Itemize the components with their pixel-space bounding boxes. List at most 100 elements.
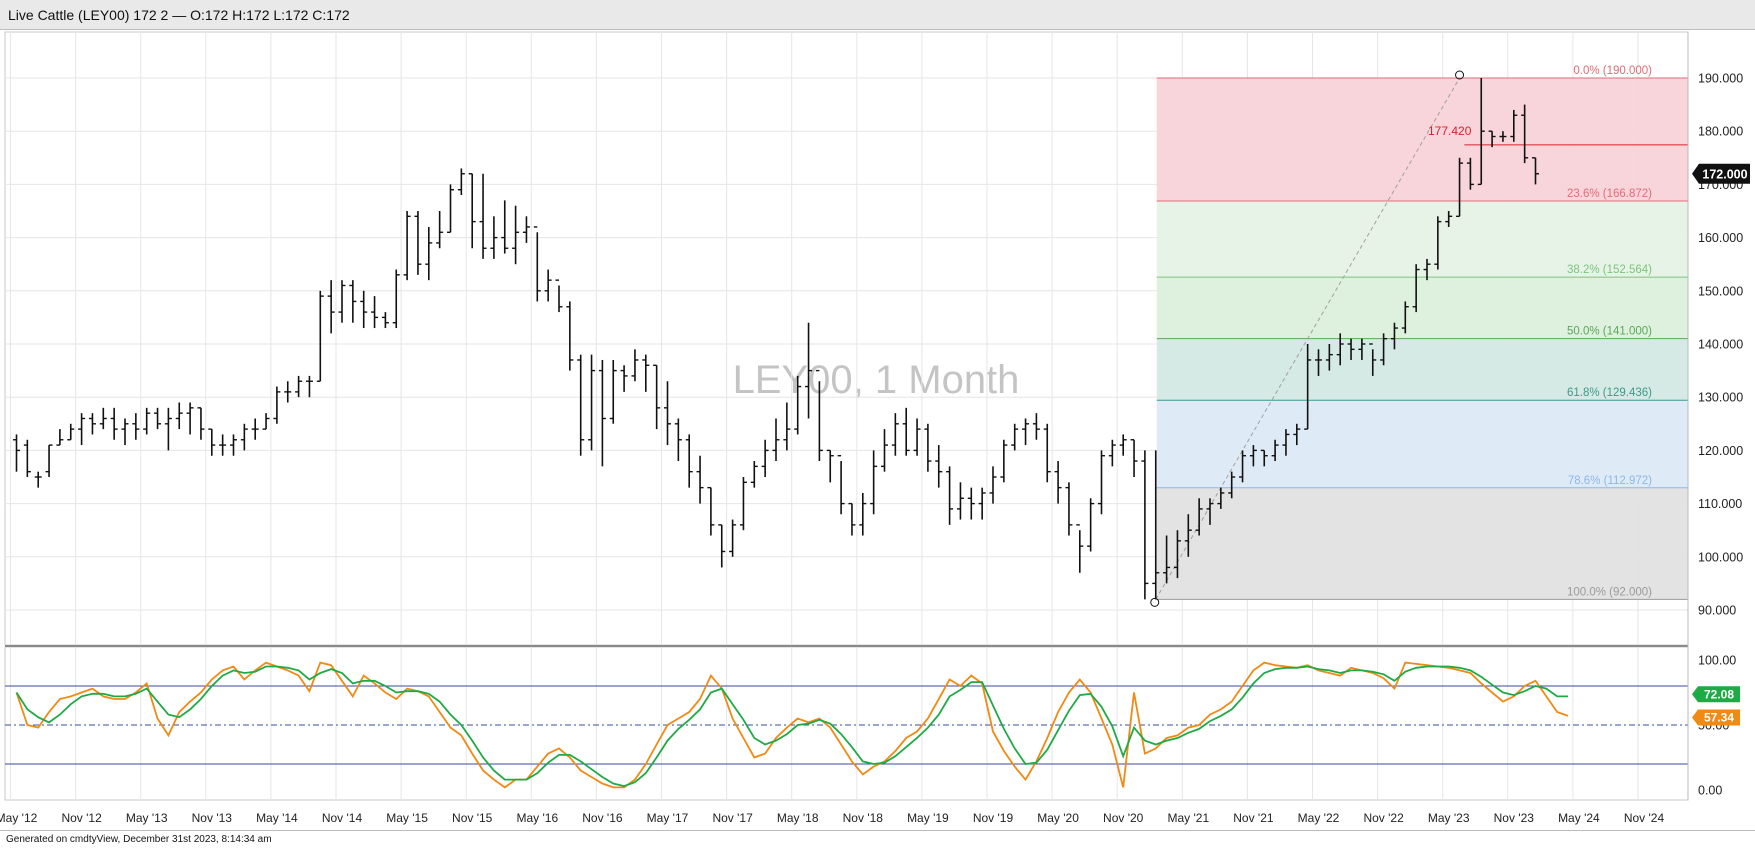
ohlc-bar <box>1358 338 1366 360</box>
ohlc-bar <box>251 418 259 440</box>
ohlc-bar <box>1293 423 1301 446</box>
ohlc-bar <box>848 502 856 536</box>
fibonacci-anchor-low <box>1150 597 1160 607</box>
ohlc-bar <box>1249 445 1257 467</box>
fibonacci-retracement[interactable]: 0.0% (190.000) 23.6% (166.872) 38.2% (152.… <box>1150 65 1688 607</box>
ohlc-bar <box>978 487 986 520</box>
ohlc-bar <box>143 407 151 435</box>
fibonacci-zone <box>1156 487 1688 600</box>
oscillator-value-tag: 72.08 <box>1692 686 1740 703</box>
ohlc-bar <box>56 429 64 446</box>
oscillator-panel <box>5 661 1688 789</box>
fibonacci-level-label: 23.6% (166.872) <box>1567 188 1652 200</box>
ohlc-bar <box>653 364 661 430</box>
fibonacci-level-label: 61.8% (129.436) <box>1567 387 1652 399</box>
fibonacci-zone <box>1156 277 1688 339</box>
y-tick-label: 160.000 <box>1698 231 1743 245</box>
ohlc-bar <box>1098 450 1105 515</box>
ohlc-bar <box>783 402 791 451</box>
chart-title: Live Cattle (LEY00) 172 2 — O:172 H:172 … <box>8 7 350 23</box>
ohlc-bar <box>371 296 379 329</box>
ohlc-bar <box>403 211 411 281</box>
ohlc-bar <box>631 349 639 382</box>
x-tick-label: Nov '14 <box>322 811 363 825</box>
ohlc-bar <box>1152 450 1160 600</box>
ohlc-bar <box>1054 461 1062 504</box>
ohlc-bar <box>295 375 303 398</box>
ohlc-bar <box>425 226 433 281</box>
oscillator-value-tag-bg <box>1692 686 1740 703</box>
x-tick-label: May '17 <box>647 811 689 825</box>
oscillator-value-tag: 57.34 <box>1692 709 1740 726</box>
ohlc-bar <box>316 290 324 382</box>
x-tick-label: Nov '12 <box>61 811 102 825</box>
oscillator-panel-frame <box>4 646 1689 801</box>
ohlc-bar <box>989 466 997 504</box>
ohlc-bar <box>1108 439 1116 467</box>
ohlc-bar <box>447 184 454 233</box>
ohlc-bar <box>674 418 682 462</box>
ohlc-bar <box>761 439 769 477</box>
ohlc-bar <box>772 418 780 462</box>
oscillator-value-tag-bg <box>1692 709 1740 726</box>
x-tick-label: Nov '22 <box>1363 811 1404 825</box>
ohlc-bar <box>230 434 237 456</box>
oscillator-y-tick-label: 0.00 <box>1698 784 1722 798</box>
y-tick-label: 100.000 <box>1698 550 1743 564</box>
ohlc-bar <box>197 407 205 440</box>
x-tick-label: Nov '17 <box>712 811 753 825</box>
ohlc-bar <box>1456 157 1464 218</box>
ohlc-bar <box>99 407 107 430</box>
ohlc-bars <box>13 78 1539 600</box>
ohlc-bar <box>598 359 606 467</box>
ohlc-bar <box>837 455 845 515</box>
ohlc-bar <box>1347 338 1355 360</box>
x-tick-label: Nov '13 <box>192 811 233 825</box>
ohlc-bar <box>544 269 552 302</box>
ohlc-bar <box>1065 482 1073 536</box>
x-tick-label: May '13 <box>126 811 168 825</box>
ohlc-bar <box>1032 413 1040 440</box>
ohlc-bar <box>522 216 530 243</box>
ohlc-bar <box>132 413 140 440</box>
ohlc-bar <box>609 359 617 424</box>
ohlc-bar <box>1499 131 1507 142</box>
fibonacci-level-label: 50.0% (141.000) <box>1567 326 1652 338</box>
ohlc-bar <box>1184 514 1192 557</box>
ohlc-bar <box>891 413 899 456</box>
ohlc-bar <box>913 418 921 456</box>
fibonacci-level-label: 78.6% (112.972) <box>1568 475 1652 487</box>
ohlc-bar <box>436 211 444 249</box>
ohlc-bar <box>739 477 747 531</box>
ohlc-bar <box>1228 471 1236 499</box>
ohlc-bar <box>1260 449 1268 467</box>
ohlc-bar <box>1011 423 1019 451</box>
chart-canvas[interactable]: LEY00, 1 Month 0.0% (190.000) 23.6% (166.… <box>0 30 1755 830</box>
ohlc-bar <box>1239 450 1247 483</box>
x-tick-label: Nov '19 <box>973 811 1014 825</box>
ohlc-bar <box>175 402 183 430</box>
ohlc-bar <box>1304 344 1312 430</box>
ohlc-bar <box>240 423 248 451</box>
y-tick-label: 180.000 <box>1698 125 1743 139</box>
ohlc-bar <box>902 407 910 456</box>
ohlc-bar <box>815 369 823 462</box>
ohlc-bar <box>555 279 563 313</box>
ohlc-bar <box>262 413 270 430</box>
y-tick-label: 130.000 <box>1698 391 1743 405</box>
y-tick-label: 150.000 <box>1698 284 1743 298</box>
fibonacci-zone <box>1156 400 1688 488</box>
ohlc-bar <box>121 418 129 446</box>
chart-axes: May '12 Nov '12 May '13 Nov '13 May '14 Nov '… <box>0 32 1750 825</box>
x-tick-label: May '23 <box>1428 811 1470 825</box>
ohlc-bar <box>1466 157 1474 190</box>
ohlc-bar <box>533 226 541 302</box>
ohlc-bar <box>1390 322 1398 350</box>
fibonacci-level-label: 38.2% (152.564) <box>1567 264 1652 276</box>
x-tick-label: Nov '20 <box>1103 811 1144 825</box>
ohlc-bar <box>381 312 389 329</box>
ohlc-bar <box>588 354 596 451</box>
x-tick-label: Nov '15 <box>452 811 493 825</box>
ohlc-bar <box>1119 434 1127 456</box>
